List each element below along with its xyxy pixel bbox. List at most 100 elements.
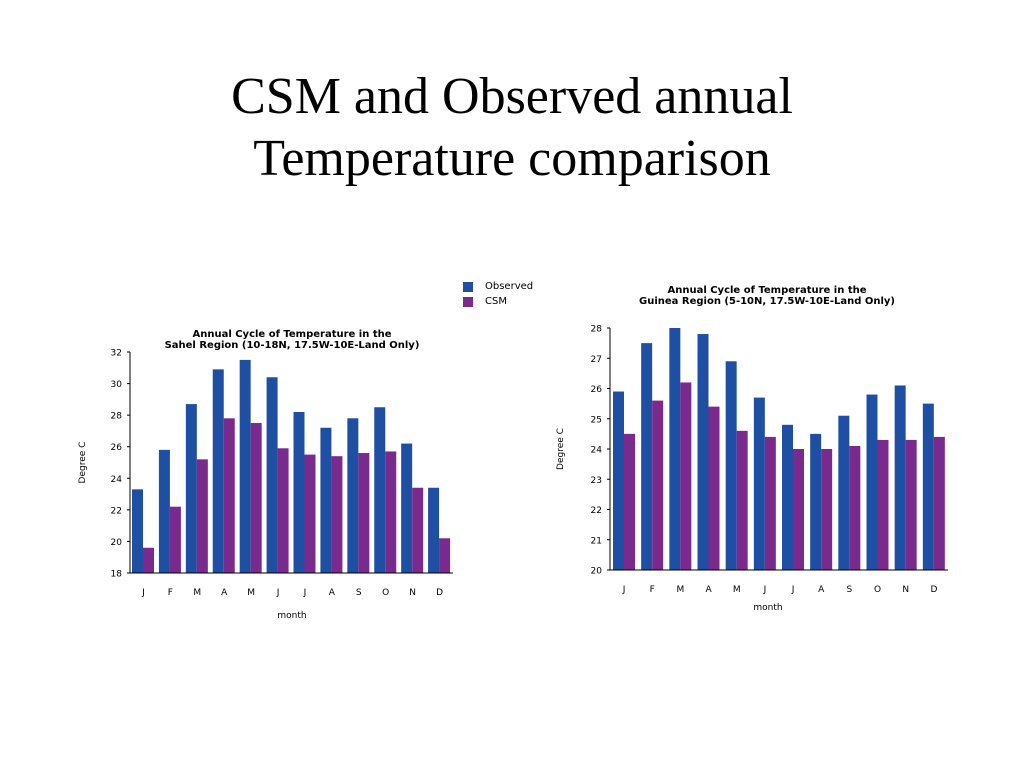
chart-title: Annual Cycle of Temperature in the	[192, 329, 391, 340]
x-tick-label: S	[847, 585, 853, 595]
x-tick-label: A	[818, 585, 825, 595]
legend-label-observed: Observed	[485, 281, 534, 292]
bar-csm-8	[358, 453, 370, 573]
bar-observed-1	[641, 343, 653, 570]
x-tick-label: M	[193, 588, 201, 598]
y-tick-label: 25	[591, 415, 602, 425]
y-tick-label: 24	[111, 475, 123, 485]
y-tick-label: 27	[591, 355, 602, 365]
bar-observed-5	[266, 377, 278, 573]
legend-swatch-csm	[463, 296, 473, 307]
x-tick-label: S	[356, 588, 362, 598]
legend-label-csm: CSM	[485, 296, 507, 307]
x-tick-label: J	[276, 588, 280, 598]
bar-observed-9	[374, 407, 386, 573]
bar-csm-11	[439, 538, 451, 573]
bar-csm-3	[708, 406, 720, 570]
bar-observed-10	[894, 385, 906, 570]
bar-observed-8	[347, 418, 359, 573]
y-tick-label: 18	[111, 570, 123, 580]
bar-csm-5	[277, 448, 289, 573]
bar-observed-4	[239, 359, 251, 573]
bar-csm-4	[250, 423, 262, 573]
bar-observed-11	[428, 487, 440, 573]
x-tick-label: N	[409, 588, 416, 598]
y-axis-label: Degree C	[556, 428, 566, 470]
bar-csm-7	[821, 449, 833, 570]
x-tick-label: A	[329, 588, 336, 598]
y-tick-label: 22	[111, 506, 122, 516]
chart-title: Annual Cycle of Temperature in the	[667, 285, 866, 296]
x-tick-label: A	[705, 585, 712, 595]
y-tick-label: 30	[111, 380, 123, 390]
x-tick-label: N	[902, 585, 909, 595]
slide-title: CSM and Observed annual Temperature comp…	[0, 66, 1024, 190]
x-tick-label: J	[791, 585, 795, 595]
bar-csm-4	[736, 430, 748, 570]
bar-csm-2	[680, 382, 692, 570]
bar-observed-7	[810, 433, 822, 570]
x-axis-label: month	[277, 611, 306, 621]
x-tick-label: D	[436, 588, 443, 598]
y-tick-label: 28	[591, 325, 603, 335]
bar-observed-9	[866, 394, 878, 570]
x-tick-label: O	[874, 585, 881, 595]
bar-observed-10	[401, 443, 413, 573]
bar-observed-2	[669, 328, 681, 570]
bar-csm-1	[169, 506, 181, 573]
y-tick-label: 28	[111, 412, 123, 422]
y-tick-label: 21	[591, 536, 602, 546]
bar-observed-0	[132, 489, 143, 573]
bar-observed-7	[320, 427, 332, 573]
x-tick-label: M	[733, 585, 741, 595]
x-tick-label: F	[650, 585, 655, 595]
x-tick-label: F	[168, 588, 173, 598]
legend-item-observed: Observed	[463, 279, 533, 294]
y-tick-label: 26	[111, 443, 123, 453]
legend-swatch-observed	[463, 281, 473, 292]
slide-title-line-1: CSM and Observed annual	[231, 68, 793, 125]
y-tick-label: 20	[591, 567, 603, 577]
x-tick-label: A	[221, 588, 228, 598]
bar-csm-8	[849, 445, 861, 570]
bar-csm-9	[877, 439, 889, 570]
bar-csm-2	[196, 459, 208, 573]
y-tick-label: 24	[591, 446, 603, 456]
bar-observed-11	[922, 403, 934, 570]
bar-observed-5	[753, 397, 765, 570]
x-tick-label: J	[303, 588, 307, 598]
bar-csm-1	[652, 400, 664, 570]
x-tick-label: O	[382, 588, 389, 598]
bar-csm-6	[793, 449, 804, 570]
x-tick-label: D	[930, 585, 937, 595]
slide-title-line-2: Temperature comparison	[253, 130, 771, 187]
bar-observed-3	[212, 369, 224, 573]
bar-observed-1	[158, 449, 170, 573]
x-tick-label: M	[247, 588, 255, 598]
bar-csm-10	[905, 439, 917, 570]
chart-subtitle: Sahel Region (10-18N, 17.5W-10E-Land Onl…	[165, 340, 420, 351]
bar-csm-0	[143, 547, 154, 573]
chart-subtitle: Guinea Region (5-10N, 17.5W-10E-Land Onl…	[639, 296, 895, 307]
x-axis-label: month	[753, 603, 782, 613]
x-tick-label: J	[763, 585, 767, 595]
bar-csm-3	[223, 418, 235, 573]
sahel-temperature-chart: Annual Cycle of Temperature in theSahel …	[78, 329, 453, 621]
bar-csm-0	[624, 433, 635, 570]
x-tick-label: J	[622, 585, 626, 595]
bar-observed-3	[697, 334, 709, 570]
y-tick-label: 23	[591, 476, 602, 486]
guinea-temperature-chart: Annual Cycle of Temperature in theGuinea…	[556, 285, 948, 613]
y-tick-label: 32	[111, 349, 122, 359]
bar-csm-10	[412, 487, 424, 573]
chart-legend: Observed CSM	[463, 279, 533, 309]
bar-observed-8	[838, 415, 850, 570]
y-tick-label: 22	[591, 506, 602, 516]
x-tick-label: J	[141, 588, 145, 598]
bar-csm-5	[764, 436, 776, 570]
bar-observed-2	[185, 404, 197, 573]
legend-item-csm: CSM	[463, 294, 533, 309]
bar-csm-11	[933, 436, 945, 570]
bar-csm-9	[385, 451, 397, 573]
bar-observed-6	[293, 411, 305, 573]
